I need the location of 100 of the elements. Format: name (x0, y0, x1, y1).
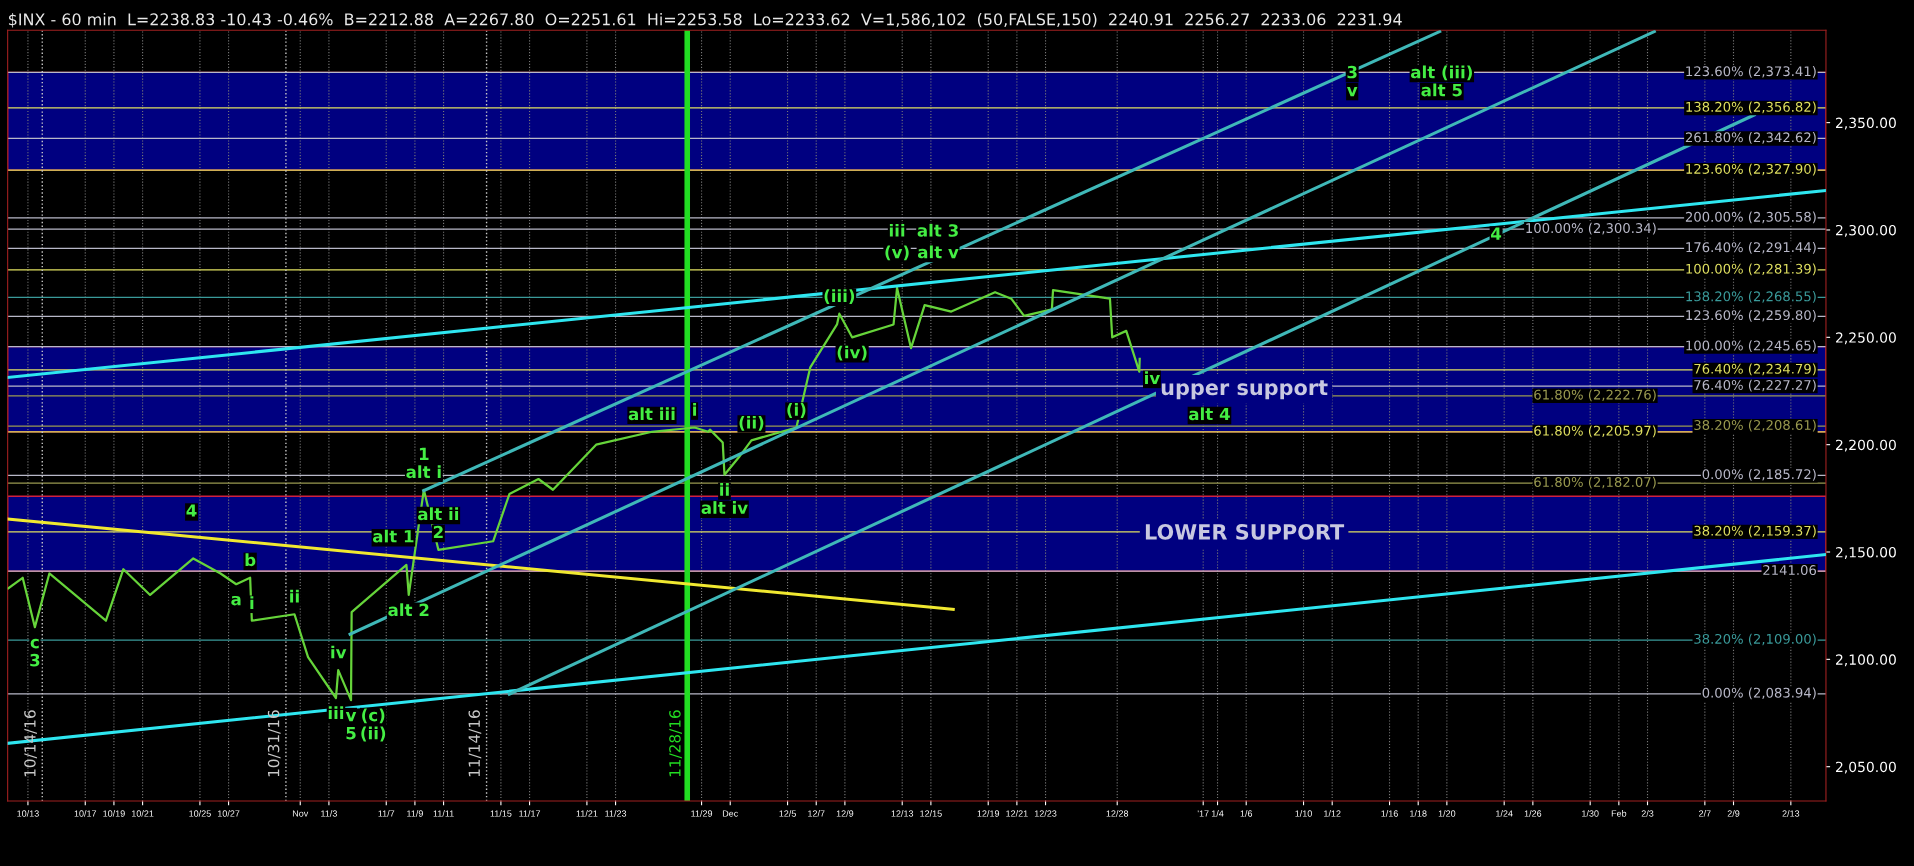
x-tick-label: 12/23 (1034, 810, 1057, 817)
annotation: alt 3 (917, 223, 958, 237)
x-tick-label: Nov (292, 810, 309, 817)
annotation: 4 (1491, 227, 1502, 240)
line-series (7, 286, 1141, 702)
annotation: alt iv (701, 501, 748, 515)
x-tick-label: 12/21 (1006, 810, 1028, 817)
x-tick-label: 12/15 (920, 810, 942, 817)
annotation: alt 2 (388, 603, 429, 617)
x-tick-label: 10/27 (217, 810, 240, 817)
ref-line-label: 176.40% (2,291.44) (1686, 241, 1816, 254)
x-tick-label: 12/13 (891, 810, 914, 817)
ref-line-label: 38.20% (2,159.37) (1694, 525, 1816, 538)
ref-line-label: 100.00% (2,281.39) (1686, 263, 1816, 276)
annotation: 3 (1347, 65, 1357, 79)
x-tick-label: 12/19 (977, 810, 1000, 817)
ref-line-label: 76.40% (2,227.27) (1694, 379, 1816, 392)
annotation: alt v (917, 245, 959, 259)
x-tick-label: 10/21 (131, 810, 154, 817)
x-tick-label: 1/4 (1211, 810, 1224, 817)
annotation: alt i (406, 465, 441, 479)
annotation: v (345, 712, 357, 722)
ref-line-label: 138.20% (2,268.55) (1686, 291, 1816, 303)
x-tick-label: 11/9 (407, 810, 423, 817)
annotation: 5 (346, 727, 356, 740)
ref-line-label: 200.00% (2,305.58) (1685, 211, 1816, 224)
x-tick-label: 12/5 (779, 810, 796, 817)
y-tick-label: 2,250.00 (1836, 332, 1896, 345)
annotation: v (1347, 87, 1358, 97)
x-tick-label: 10/19 (103, 810, 125, 817)
band-label: LOWER SUPPORT (1145, 523, 1345, 540)
annotation: i (693, 403, 697, 416)
x-tick-label: 1/12 (1324, 810, 1341, 817)
annotation: (iv) (837, 345, 867, 361)
annotation: iii (889, 223, 905, 237)
x-tick-label: 1/16 (1381, 810, 1398, 817)
annotation: a (231, 595, 241, 606)
x-tick-label: 11/21 (576, 810, 598, 817)
annotation: alt iii (628, 407, 675, 421)
annotation: 3 (30, 653, 40, 667)
x-tick-label: 1/26 (1524, 810, 1542, 817)
band-label: upper support (1161, 380, 1328, 400)
annotation: alt (iii) (1411, 65, 1472, 81)
annotation: (c) (362, 708, 385, 724)
annotation: iii (328, 706, 344, 719)
annotation: c (30, 638, 39, 649)
ref-line-label: 123.60% (2,259.80) (1686, 309, 1816, 322)
ref-line-label: 10/14/16 (24, 710, 37, 777)
x-tick-label: Feb (1611, 810, 1627, 817)
ref-line-label: 138.20% (2,356.82) (1686, 101, 1816, 114)
ref-line-label: 0.00% (2,083.94) (1702, 687, 1816, 700)
y-tick-label: 2,350.00 (1836, 117, 1896, 130)
x-tick-label: 11/7 (378, 810, 395, 817)
chart-title: $INX - 60 min L=2238.83 -10.43 -0.46% B=2212.88 A=2267.80 O=2251.61 Hi=2253.58 Lo=2233.62 V=1,586,102 (50,FALSE,150) 2240.91 2256.27 2233.06 2231.94 (8, 12, 1402, 28)
x-tick-label: 1/24 (1496, 810, 1513, 817)
annotation: (ii) (739, 415, 764, 431)
x-tick-label: '17 (1197, 810, 1209, 817)
x-tick-label: 10/25 (189, 810, 211, 817)
x-tick-label: 1/30 (1582, 810, 1599, 817)
y-tick-label: 2,100.00 (1836, 654, 1896, 667)
ref-line-label: 11/14/16 (468, 710, 482, 777)
x-tick-label: 2/13 (1782, 810, 1800, 817)
x-tick-label: 10/13 (17, 810, 39, 817)
ref-line-label: 0.00% (2,185.72) (1702, 468, 1816, 481)
annotation: iv (331, 645, 347, 659)
ref-line-label: 2141.06 (1763, 565, 1817, 576)
ref-line-label: 11/28/16 (669, 710, 682, 777)
x-tick-label: 11/11 (433, 810, 454, 817)
annotation: (i) (787, 403, 806, 418)
ref-line-label: 100.00% (2,245.65) (1686, 340, 1816, 353)
annotation: alt 1 (372, 529, 414, 543)
annotation: 2 (433, 525, 443, 539)
x-tick-label: 2/9 (1727, 810, 1740, 817)
x-tick-label: 1/20 (1438, 810, 1456, 817)
x-tick-label: 12/7 (808, 810, 825, 817)
x-tick-label: 12/9 (836, 810, 854, 817)
annotation: 4 (186, 504, 197, 517)
ref-line-label: 76.40% (2,234.79) (1694, 363, 1816, 376)
annotation: (ii) (361, 726, 386, 742)
x-tick-label: 11/17 (519, 810, 541, 817)
ref-line-label: 61.80% (2,222.76) (1534, 389, 1656, 402)
ref-line-label: 100.00% (2,300.34) (1526, 222, 1656, 235)
annotation: alt 5 (1421, 83, 1462, 97)
x-tick-label: 10/17 (74, 810, 97, 817)
x-tick-label: Dec (722, 810, 739, 817)
x-tick-label: 1/10 (1295, 810, 1312, 817)
ref-line-label: 38.20% (2,109.00) (1694, 633, 1816, 646)
ref-line-label: 261.80% (2,342.62) (1685, 132, 1816, 144)
x-tick-label: 11/29 (691, 810, 713, 817)
x-tick-label: 1/18 (1410, 810, 1427, 817)
y-tick-label: 2,150.00 (1836, 546, 1896, 559)
annotation: ii (290, 589, 299, 603)
annotation: i (250, 596, 254, 609)
annotation: alt 4 (1189, 407, 1230, 421)
annotation: iv (1145, 371, 1160, 384)
ref-line-label: 10/31/16 (267, 710, 281, 777)
annotation: 1 (419, 447, 429, 460)
annotation: (v) (885, 245, 909, 261)
x-tick-label: 11/23 (605, 810, 627, 817)
y-tick-label: 2,200.00 (1836, 439, 1896, 452)
